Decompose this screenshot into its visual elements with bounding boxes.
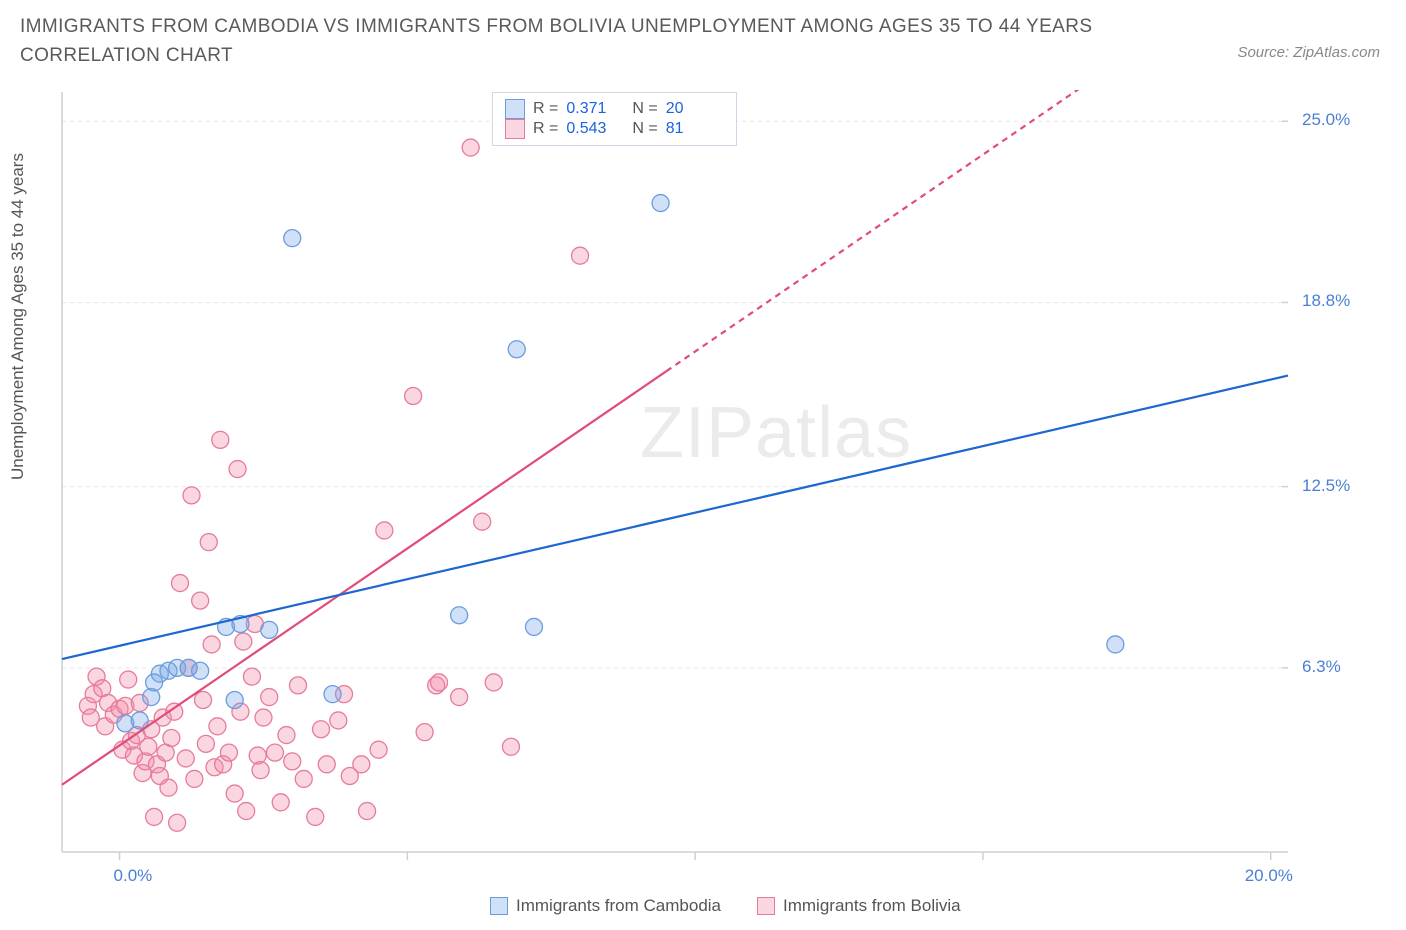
legend-series-item: Immigrants from Cambodia xyxy=(490,896,721,916)
plot-area xyxy=(60,90,1290,870)
legend-n-value: 81 xyxy=(666,120,724,138)
legend-swatch xyxy=(757,897,775,915)
legend-swatch xyxy=(505,99,525,119)
y-axis-label: Unemployment Among Ages 35 to 44 years xyxy=(8,153,28,480)
watermark-thin: atlas xyxy=(755,393,912,473)
y-tick-label: 12.5% xyxy=(1302,476,1350,496)
legend-stat-row: R = 0.543 N = 81 xyxy=(505,119,724,139)
legend-n-label: N = xyxy=(632,100,657,118)
chart-title: IMMIGRANTS FROM CAMBODIA VS IMMIGRANTS F… xyxy=(20,12,1140,71)
legend-swatch xyxy=(505,119,525,139)
source-credit: Source: ZipAtlas.com xyxy=(1237,44,1380,61)
legend-series-label: Immigrants from Bolivia xyxy=(783,896,961,916)
x-tick-label: 20.0% xyxy=(1245,866,1293,886)
legend-n-value: 20 xyxy=(666,100,724,118)
chart-container: IMMIGRANTS FROM CAMBODIA VS IMMIGRANTS F… xyxy=(0,0,1406,930)
y-tick-label: 25.0% xyxy=(1302,110,1350,130)
legend-stats: R = 0.371 N = 20 R = 0.543 N = 81 xyxy=(492,92,737,146)
legend-series: Immigrants from Cambodia Immigrants from … xyxy=(490,896,961,916)
x-tick-label: 0.0% xyxy=(114,866,153,886)
legend-r-label: R = xyxy=(533,120,558,138)
watermark: ZIPatlas xyxy=(640,392,912,474)
legend-r-value: 0.371 xyxy=(566,100,624,118)
chart-svg xyxy=(60,90,1290,870)
y-tick-label: 18.8% xyxy=(1302,291,1350,311)
y-tick-label: 6.3% xyxy=(1302,657,1350,677)
legend-stat-row: R = 0.371 N = 20 xyxy=(505,99,724,119)
legend-series-item: Immigrants from Bolivia xyxy=(757,896,961,916)
legend-series-label: Immigrants from Cambodia xyxy=(516,896,721,916)
legend-r-value: 0.543 xyxy=(566,120,624,138)
watermark-bold: ZIP xyxy=(640,393,755,473)
legend-r-label: R = xyxy=(533,100,558,118)
legend-n-label: N = xyxy=(632,120,657,138)
legend-swatch xyxy=(490,897,508,915)
